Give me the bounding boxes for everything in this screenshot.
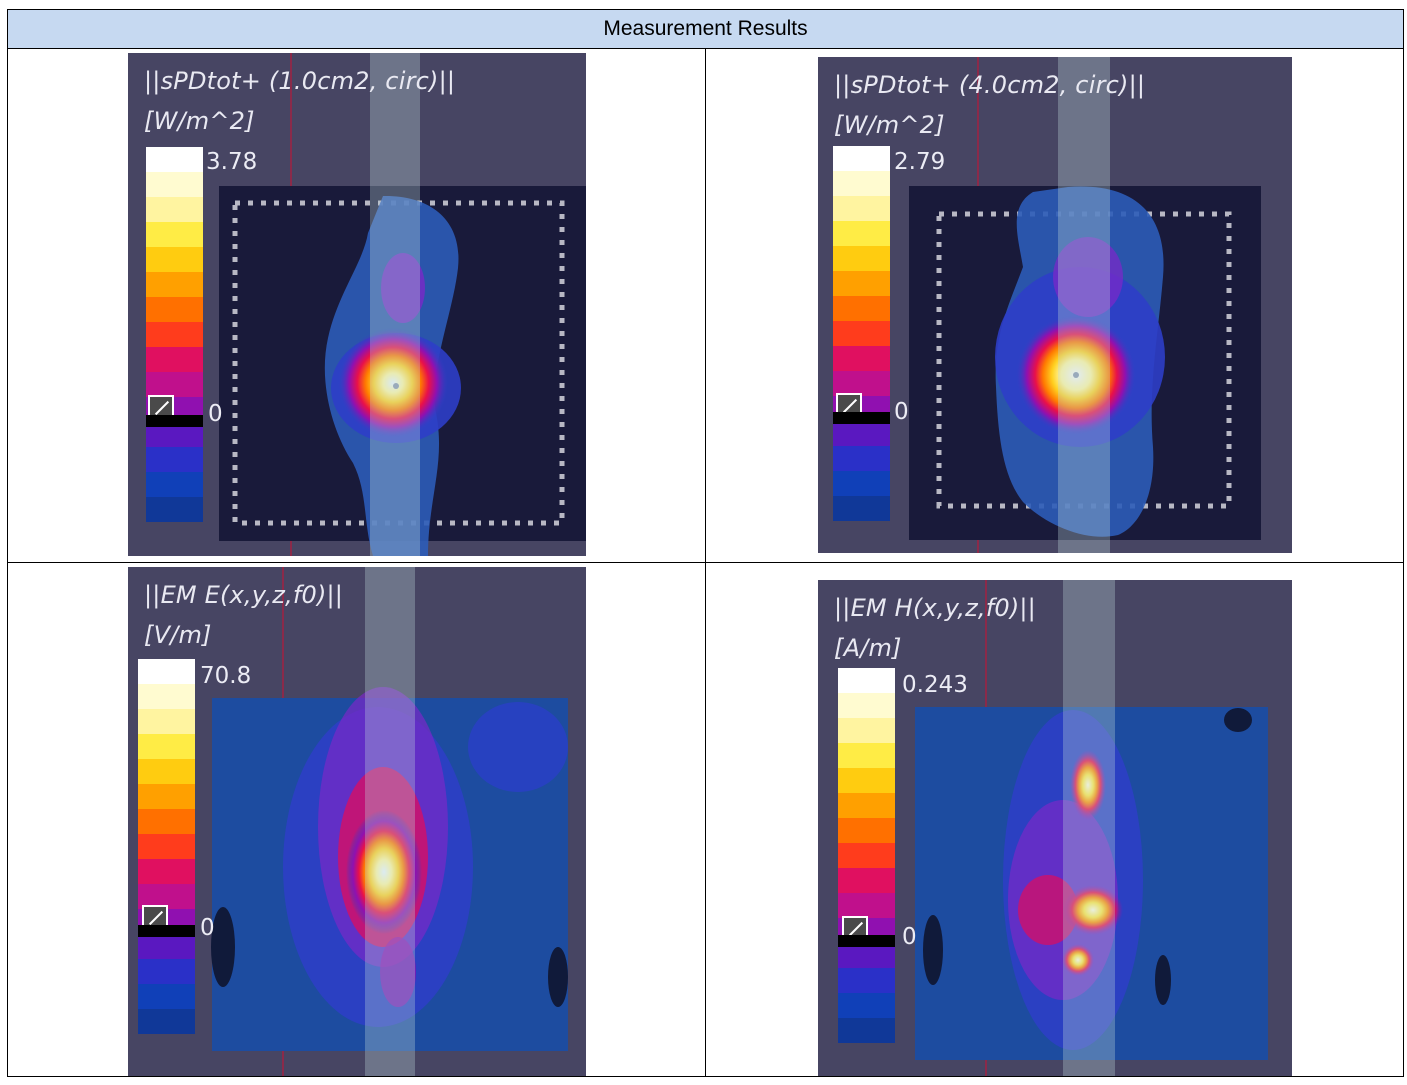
colorbar-swatch — [838, 893, 895, 918]
colorbar-swatch — [833, 421, 890, 446]
colorbar-swatch — [833, 346, 890, 371]
colorbar-swatch — [138, 784, 195, 809]
plot-em-e-image — [211, 567, 568, 1076]
colorbar-base — [146, 415, 203, 427]
colorbar-swatch — [838, 993, 895, 1018]
colorbar-swatch — [838, 743, 895, 768]
colorbar-swatch — [833, 146, 890, 171]
plot-title: ||EM E(x,y,z,f0)|| — [144, 581, 344, 609]
colorbar-swatch — [138, 934, 195, 959]
colorbar-swatch — [833, 246, 890, 271]
colorbar-swatch — [138, 809, 195, 834]
colorbar-swatch — [838, 943, 895, 968]
colorbar-swatch — [838, 843, 895, 868]
colorbar-swatch — [838, 818, 895, 843]
colorbar-swatch — [833, 221, 890, 246]
colorbar-swatch — [833, 171, 890, 196]
colorbar — [146, 147, 203, 522]
plot-em-e: ||EM E(x,y,z,f0)|| [V/m] 70.8 0 — [128, 567, 586, 1076]
colorbar-max: 70.8 — [200, 663, 252, 689]
colorbar-base — [838, 935, 895, 947]
colorbar-swatch — [138, 734, 195, 759]
colorbar-swatch — [138, 984, 195, 1009]
colorbar-min: 0 — [902, 924, 917, 950]
colorbar-swatch — [138, 834, 195, 859]
colorbar — [138, 659, 195, 1034]
plot-unit: [V/m] — [144, 621, 212, 649]
colorbar-swatch — [146, 347, 203, 372]
colorbar-swatch — [838, 668, 895, 693]
colorbar-max: 0.243 — [902, 672, 968, 698]
colorbar-swatch — [146, 222, 203, 247]
cell-em-e: ||EM E(x,y,z,f0)|| [V/m] 70.8 0 — [7, 562, 706, 1077]
colorbar-swatch — [138, 859, 195, 884]
colorbar-swatch — [838, 693, 895, 718]
colorbar-swatch — [146, 497, 203, 522]
colorbar-swatch — [146, 297, 203, 322]
plot-unit: [W/m^2] — [144, 107, 255, 135]
colorbar-swatch — [833, 196, 890, 221]
colorbar-swatch — [833, 471, 890, 496]
colorbar-swatch — [146, 272, 203, 297]
colorbar-swatch — [146, 147, 203, 172]
colorbar-swatch — [838, 1018, 895, 1043]
colorbar-swatch — [138, 684, 195, 709]
colorbar-base — [833, 412, 890, 424]
plot-spd-1cm2: ||sPDtot+ (1.0cm2, circ)|| [W/m^2] 3.78 … — [128, 53, 586, 556]
colorbar-swatch — [138, 659, 195, 684]
colorbar-swatch — [138, 759, 195, 784]
colorbar-swatch — [838, 793, 895, 818]
colorbar-min: 0 — [208, 401, 223, 427]
colorbar-swatch — [833, 371, 890, 396]
plot-spd-4cm2: ||sPDtot+ (4.0cm2, circ)|| [W/m^2] 2.79 … — [818, 57, 1292, 553]
colorbar-swatch — [146, 197, 203, 222]
colorbar-swatch — [833, 496, 890, 521]
measurement-results-table: Measurement Results — [7, 9, 1404, 1077]
colorbar-swatch — [838, 868, 895, 893]
colorbar — [833, 146, 890, 521]
colorbar-swatch — [833, 446, 890, 471]
colorbar-swatch — [146, 447, 203, 472]
plot-title: ||sPDtot+ (4.0cm2, circ)|| — [834, 71, 1146, 99]
colorbar-swatch — [833, 296, 890, 321]
colorbar-base — [138, 925, 195, 937]
plot-title: ||EM H(x,y,z,f0)|| — [834, 594, 1036, 622]
colorbar-swatch — [838, 968, 895, 993]
colorbar-swatch — [146, 172, 203, 197]
table-header: Measurement Results — [7, 9, 1404, 49]
colorbar-min: 0 — [200, 915, 215, 941]
colorbar-swatch — [833, 321, 890, 346]
plot-em-h: ||EM H(x,y,z,f0)|| [A/m] 0.243 0 — [818, 580, 1292, 1076]
colorbar-swatch — [833, 271, 890, 296]
colorbar-swatch — [146, 472, 203, 497]
colorbar-swatch — [138, 709, 195, 734]
colorbar-swatch — [146, 247, 203, 272]
colorbar-swatch — [838, 768, 895, 793]
colorbar-swatch — [138, 959, 195, 984]
colorbar-swatch — [146, 322, 203, 347]
colorbar-swatch — [838, 718, 895, 743]
cell-spd-1cm2: ||sPDtot+ (1.0cm2, circ)|| [W/m^2] 3.78 … — [7, 48, 706, 563]
plot-unit: [W/m^2] — [834, 111, 945, 139]
cell-spd-4cm2: ||sPDtot+ (4.0cm2, circ)|| [W/m^2] 2.79 … — [705, 48, 1404, 563]
colorbar-swatch — [138, 1009, 195, 1034]
colorbar-swatch — [146, 372, 203, 397]
colorbar-max: 3.78 — [206, 149, 258, 175]
cell-em-h: ||EM H(x,y,z,f0)|| [A/m] 0.243 0 — [705, 562, 1404, 1077]
plot-title: ||sPDtot+ (1.0cm2, circ)|| — [144, 67, 456, 95]
colorbar — [838, 668, 895, 1043]
plot-em-h-image — [915, 580, 1268, 1076]
colorbar-min: 0 — [894, 399, 909, 425]
plot-unit: [A/m] — [834, 634, 902, 662]
plot-spd-4cm2-image — [909, 57, 1261, 553]
plot-spd-1cm2-image — [219, 53, 586, 556]
colorbar-max: 2.79 — [894, 149, 946, 175]
